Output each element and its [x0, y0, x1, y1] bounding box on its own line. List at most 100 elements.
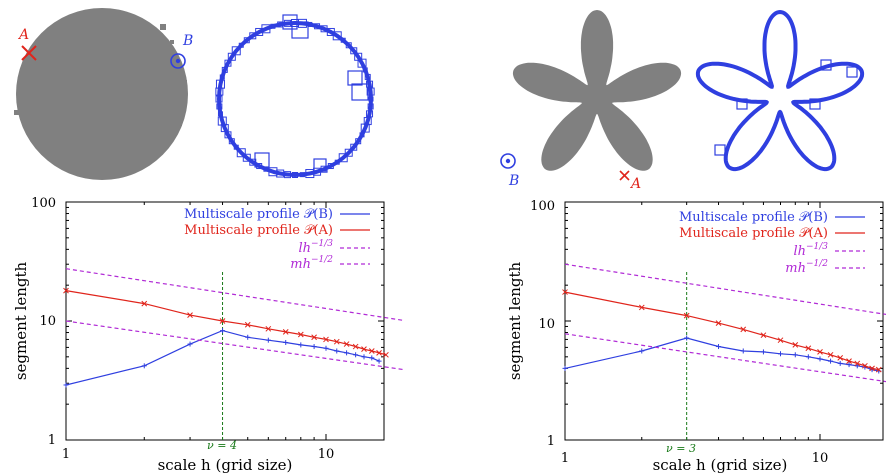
data-point [846, 358, 852, 364]
contour-box [809, 98, 821, 110]
y-tick-label: 1 [547, 434, 555, 449]
data-point [715, 320, 722, 326]
data-point [311, 334, 317, 341]
contour-line [695, 9, 865, 172]
legend-entry-m: mh−1/2 [290, 255, 333, 272]
data-point [639, 348, 645, 354]
contour-box [292, 172, 298, 178]
data-point [817, 349, 823, 355]
red-cross-icon [619, 170, 630, 181]
blue-circled-dot-icon [170, 53, 186, 69]
contour-box [313, 158, 327, 172]
contour-box [270, 23, 276, 29]
gray-flower-body [512, 10, 682, 171]
data-point [684, 335, 690, 341]
data-point [141, 300, 148, 307]
contour-box [255, 27, 264, 36]
y-tick-label: 100 [530, 199, 555, 214]
right-chart: 100 10 1 1 10 segment length scale h (gr… [506, 199, 886, 474]
data-point [265, 325, 272, 332]
data-point [352, 343, 359, 350]
data-point [716, 344, 722, 350]
data-point [837, 355, 844, 361]
x-tick-label: 1 [62, 447, 70, 462]
data-point [376, 349, 382, 356]
y-tick-labels: 100 10 1 [31, 196, 56, 448]
data-point [187, 341, 193, 347]
contour-box [291, 21, 309, 39]
y-tick-label: 1 [48, 433, 56, 448]
contour-box [268, 167, 278, 177]
contour-box [736, 98, 748, 110]
data-point [63, 382, 69, 388]
contour-box [347, 70, 363, 86]
data-point [683, 312, 690, 319]
contour-box [314, 23, 321, 30]
contour-box [364, 73, 371, 80]
data-point [282, 329, 289, 335]
contour-box [350, 47, 358, 55]
contour-box [714, 144, 726, 156]
vline-label: ν = 4 [207, 439, 237, 452]
data-point [846, 362, 852, 368]
data-point [245, 334, 251, 340]
x-tick-label: 1 [561, 451, 569, 466]
contour-box [242, 153, 251, 162]
data-point [854, 360, 861, 367]
contour-box [338, 153, 348, 163]
blue-contour-ring [215, 14, 375, 179]
point-B-label: B [182, 33, 193, 49]
point-A-label: A [629, 176, 641, 192]
left-chart: 100 10 1 1 10 segment length scale h (gr… [12, 196, 405, 474]
vline-label: ν = 3 [666, 442, 696, 455]
data-point [297, 331, 304, 338]
contour-box [366, 87, 375, 96]
x-tick-label: 10 [812, 451, 829, 466]
data-point [353, 352, 359, 358]
contour-box [305, 169, 315, 179]
contour-box [243, 37, 250, 44]
data-point [875, 366, 882, 373]
x-axis-title: scale h (grid size) [158, 456, 293, 474]
legend-entry-A: Multiscale profile 𝒫(A) [184, 223, 333, 238]
contour-box [217, 111, 223, 117]
contour-box [233, 144, 239, 150]
data-point [760, 349, 766, 355]
data-point [837, 360, 843, 366]
contour-box [340, 37, 346, 43]
contour-box [332, 31, 342, 41]
data-point [333, 338, 340, 345]
contour-box [284, 19, 292, 27]
data-point [760, 332, 767, 339]
data-point [376, 358, 382, 364]
contour-box [254, 152, 270, 168]
data-point [187, 312, 193, 318]
data-point [827, 351, 834, 358]
legend-entry-m: mh−1/2 [785, 259, 828, 276]
right-illustrations: B A [500, 9, 865, 192]
data-point [562, 365, 568, 371]
legend: Multiscale profile 𝒫(B) Multiscale profi… [184, 207, 370, 272]
point-A-label: A [17, 27, 29, 43]
series-line-0 [564, 337, 879, 372]
y-tick-labels: 100 10 1 [530, 199, 555, 449]
y-axis-title: segment length [506, 261, 524, 380]
x-axis-title: scale h (grid size) [653, 456, 788, 474]
contour-line [217, 21, 373, 177]
contour-box [366, 110, 374, 118]
data-point [311, 344, 317, 350]
contour-box [256, 163, 263, 170]
series-line-3 [65, 320, 405, 371]
contour-box [236, 148, 246, 158]
gray-disk-shape [14, 8, 188, 180]
contour-box [357, 58, 367, 68]
data-point [368, 348, 375, 354]
contour-box [327, 163, 334, 170]
data-point [220, 328, 226, 334]
data-point [244, 321, 251, 328]
contour-box [362, 67, 368, 73]
contour-box [217, 116, 227, 126]
contour-box [820, 59, 832, 71]
legend-entry-B: Multiscale profile 𝒫(B) [184, 207, 333, 222]
